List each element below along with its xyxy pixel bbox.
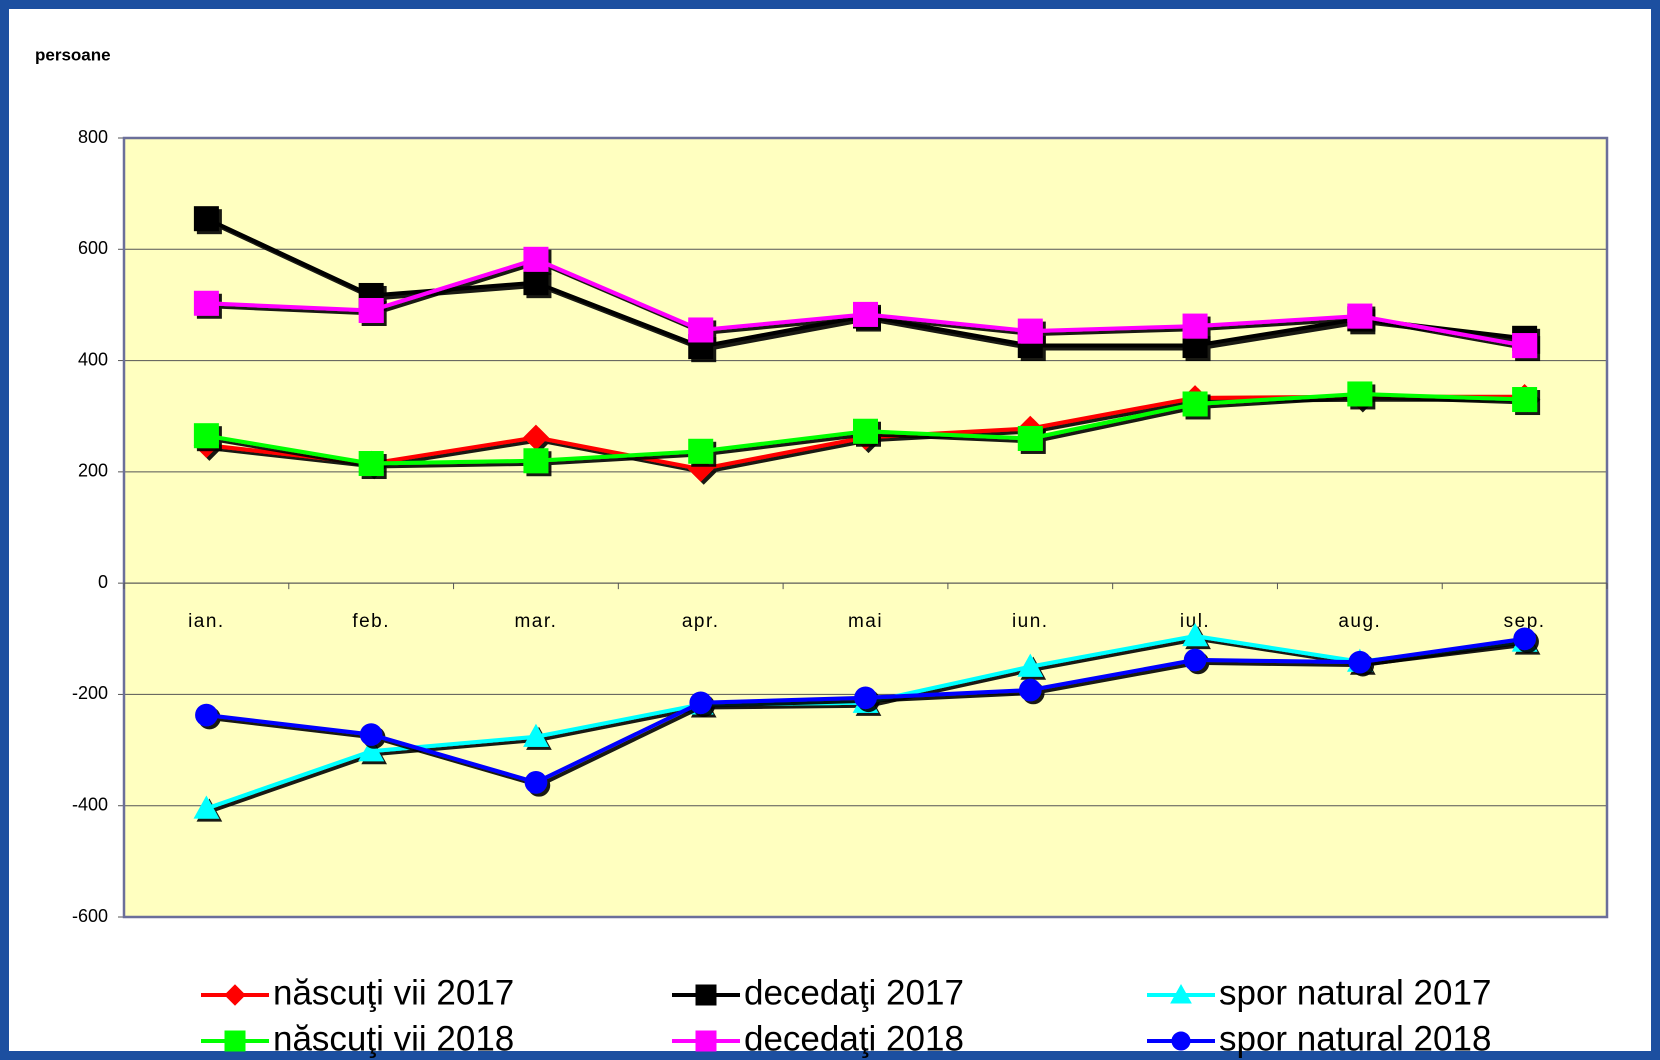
marker bbox=[689, 691, 713, 715]
x-tick-label: feb. bbox=[352, 611, 390, 632]
marker bbox=[695, 1030, 717, 1052]
y-tick-label: -400 bbox=[72, 794, 108, 814]
y-tick-label: -600 bbox=[72, 906, 108, 926]
marker bbox=[193, 423, 219, 449]
legend-item: născuţi vii 2018 bbox=[201, 1019, 514, 1058]
y-tick-label: 800 bbox=[78, 127, 108, 147]
series bbox=[193, 381, 1538, 477]
marker bbox=[523, 270, 549, 296]
marker bbox=[854, 686, 877, 710]
legend-label: decedaţi 2018 bbox=[744, 1019, 964, 1058]
marker bbox=[358, 297, 384, 323]
x-tick-label: mar. bbox=[514, 611, 557, 632]
marker bbox=[358, 738, 385, 762]
x-tick-label: iun. bbox=[1012, 611, 1049, 632]
x-tick-label: apr. bbox=[682, 611, 720, 632]
legend-item: spor natural 2017 bbox=[1147, 973, 1491, 1012]
legend-item: născuţi vii 2017 bbox=[201, 973, 514, 1012]
series bbox=[195, 627, 1536, 794]
marker bbox=[688, 438, 714, 464]
marker bbox=[523, 246, 549, 272]
legend-label: spor natural 2017 bbox=[1219, 973, 1491, 1012]
legend-label: spor natural 2018 bbox=[1219, 1019, 1491, 1058]
marker bbox=[1182, 313, 1208, 339]
marker bbox=[1017, 318, 1043, 344]
marker bbox=[1348, 650, 1372, 674]
marker bbox=[1347, 303, 1373, 329]
legend-item: spor natural 2018 bbox=[1147, 1019, 1491, 1058]
marker bbox=[1182, 622, 1208, 647]
marker bbox=[1017, 653, 1044, 677]
legend-label: născuţi vii 2017 bbox=[273, 973, 514, 1012]
legend-item: decedaţi 2018 bbox=[672, 1019, 964, 1058]
marker bbox=[193, 290, 219, 316]
plot-area bbox=[124, 138, 1607, 917]
y-axis-label: persoane bbox=[35, 45, 111, 64]
marker bbox=[524, 771, 548, 794]
marker bbox=[695, 984, 717, 1006]
marker bbox=[193, 206, 219, 232]
marker bbox=[1512, 387, 1538, 413]
marker bbox=[1171, 1031, 1191, 1051]
x-tick-label: sep. bbox=[1504, 611, 1546, 632]
marker bbox=[224, 1030, 246, 1052]
marker bbox=[359, 723, 383, 746]
marker bbox=[523, 448, 549, 474]
marker bbox=[1347, 381, 1373, 407]
series bbox=[193, 246, 1538, 359]
marker bbox=[1017, 425, 1043, 451]
marker bbox=[1183, 648, 1207, 672]
x-tick-label: ian. bbox=[188, 611, 225, 632]
marker bbox=[1182, 391, 1208, 417]
marker bbox=[1170, 983, 1192, 1004]
marker bbox=[688, 317, 714, 343]
y-tick-label: -200 bbox=[72, 683, 108, 703]
marker bbox=[853, 418, 878, 444]
plot-border bbox=[122, 136, 1609, 919]
y-tick-label: 400 bbox=[78, 349, 108, 369]
y-tick-label: 200 bbox=[78, 461, 108, 481]
legend-label: născuţi vii 2018 bbox=[273, 1019, 514, 1058]
x-tick-label: aug. bbox=[1338, 611, 1381, 632]
legend-item: decedaţi 2017 bbox=[672, 973, 964, 1012]
marker bbox=[853, 301, 878, 327]
marker bbox=[224, 984, 246, 1006]
marker bbox=[1513, 627, 1536, 651]
x-tick-label: mai bbox=[848, 611, 883, 632]
marker bbox=[523, 723, 549, 747]
marker bbox=[195, 703, 218, 727]
y-tick-label: 600 bbox=[78, 238, 108, 258]
legend-label: decedaţi 2017 bbox=[744, 973, 964, 1012]
marker bbox=[358, 451, 384, 477]
marker bbox=[1512, 333, 1538, 359]
x-tick-label: iul. bbox=[1180, 611, 1210, 632]
y-tick-label: 0 bbox=[98, 572, 108, 592]
marker bbox=[1018, 678, 1042, 702]
marker bbox=[193, 795, 220, 819]
